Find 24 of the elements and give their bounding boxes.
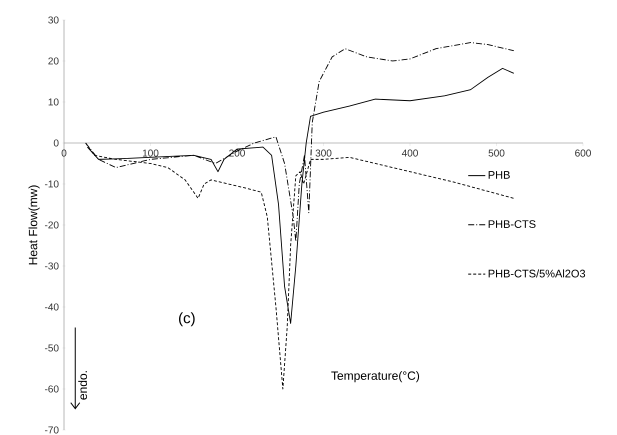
x-tick-label: 300 <box>316 150 332 157</box>
x-tick-label: 0 <box>62 150 66 157</box>
legend-label: PHB <box>488 171 510 179</box>
y-tick-label: -50 <box>44 344 59 352</box>
legend-label: PHB-CTS/5%Al2O3 <box>488 269 586 278</box>
annotation: (c) <box>179 312 195 326</box>
y-axis-title: Heat Flow(mw) <box>28 185 40 264</box>
y-tick-label: -10 <box>44 180 59 188</box>
x-axis-title: Temperature(°C) <box>331 371 420 382</box>
y-tick-label: -60 <box>44 385 59 393</box>
y-tick-label: -40 <box>44 303 59 311</box>
y-tick-label: 10 <box>48 98 59 106</box>
y-tick-label: -20 <box>44 221 59 229</box>
x-tick-label: 500 <box>488 150 504 157</box>
y-tick-label: 20 <box>48 57 59 65</box>
y-tick-label: -70 <box>44 426 59 434</box>
x-tick-label: 100 <box>142 150 158 157</box>
legend-label: PHB-CTS <box>488 220 536 228</box>
x-tick-label: 400 <box>402 150 418 157</box>
y-tick-label: -30 <box>44 262 59 270</box>
x-tick-label: 600 <box>575 150 591 157</box>
annotation: endo. <box>78 371 88 400</box>
y-tick-label: 30 <box>48 16 59 24</box>
y-tick-label: 0 <box>54 139 59 147</box>
